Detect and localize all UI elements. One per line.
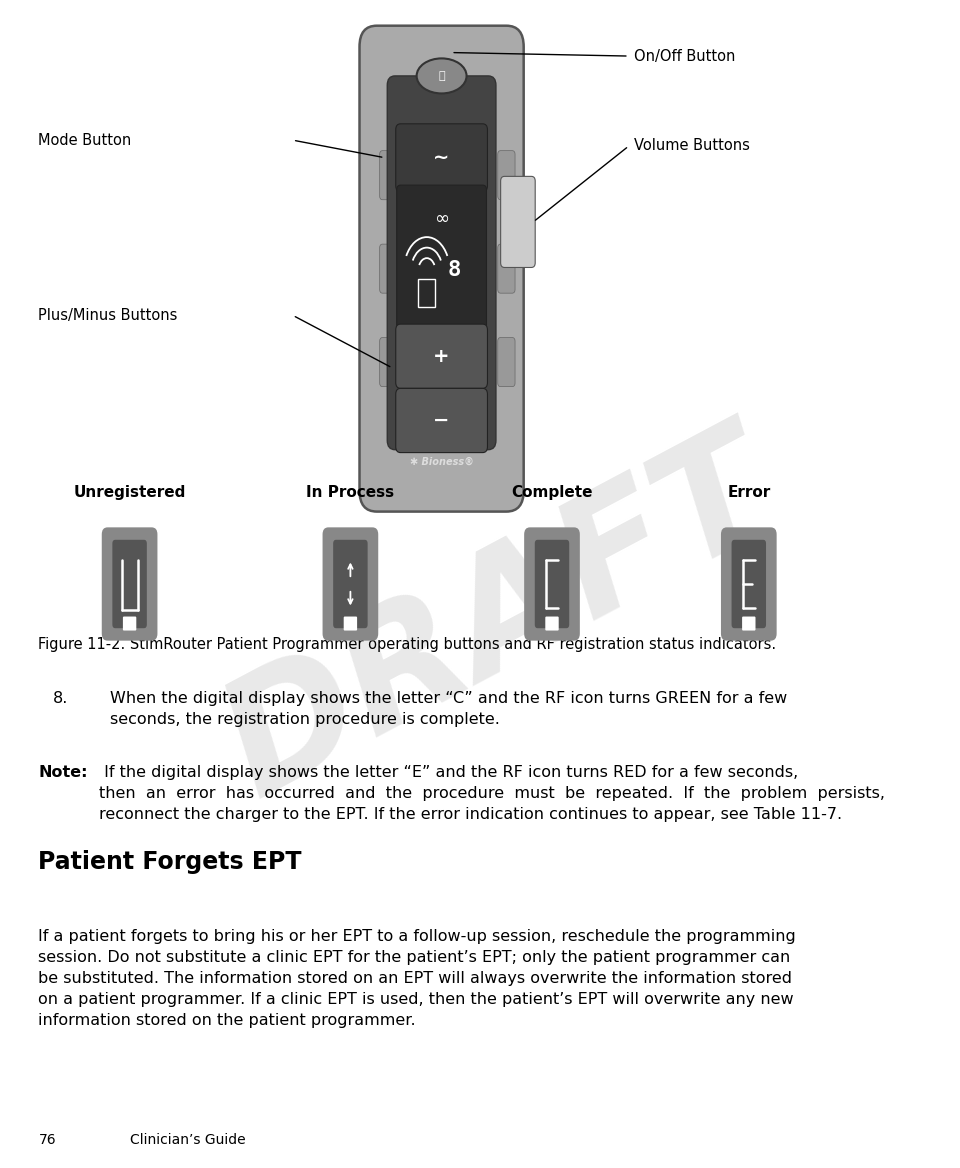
Text: Error: Error: [727, 485, 771, 500]
Text: On/Off Button: On/Off Button: [634, 49, 735, 63]
FancyBboxPatch shape: [419, 278, 436, 306]
Text: 8.: 8.: [53, 691, 68, 707]
Text: ∞: ∞: [434, 210, 449, 229]
Text: Plus/Minus Buttons: Plus/Minus Buttons: [38, 308, 178, 322]
FancyBboxPatch shape: [742, 617, 756, 631]
FancyBboxPatch shape: [545, 617, 559, 631]
FancyBboxPatch shape: [396, 388, 488, 452]
FancyBboxPatch shape: [387, 76, 496, 450]
Text: Patient Forgets EPT: Patient Forgets EPT: [38, 850, 301, 875]
Text: +: +: [433, 347, 450, 366]
Text: Unregistered: Unregistered: [73, 485, 186, 500]
FancyBboxPatch shape: [498, 338, 516, 387]
FancyBboxPatch shape: [498, 151, 516, 200]
Text: Mode Button: Mode Button: [38, 133, 132, 147]
FancyBboxPatch shape: [732, 540, 766, 628]
FancyBboxPatch shape: [396, 124, 488, 192]
Text: If the digital display shows the letter “E” and the RF icon turns RED for a few : If the digital display shows the letter …: [99, 765, 885, 822]
Text: ✱ Bioness®: ✱ Bioness®: [410, 457, 473, 466]
Text: Clinician’s Guide: Clinician’s Guide: [130, 1133, 245, 1147]
FancyBboxPatch shape: [524, 528, 580, 640]
Text: DRAFT: DRAFT: [199, 410, 800, 828]
Text: −: −: [433, 411, 450, 430]
FancyBboxPatch shape: [396, 185, 487, 329]
FancyBboxPatch shape: [112, 540, 147, 628]
Text: 8: 8: [448, 260, 462, 280]
Text: 76: 76: [38, 1133, 56, 1147]
Text: Complete: Complete: [512, 485, 592, 500]
FancyBboxPatch shape: [535, 540, 569, 628]
FancyBboxPatch shape: [380, 338, 397, 387]
FancyBboxPatch shape: [501, 176, 536, 267]
FancyBboxPatch shape: [123, 617, 136, 631]
Text: ∼: ∼: [433, 148, 450, 167]
FancyBboxPatch shape: [396, 324, 488, 388]
Text: In Process: In Process: [306, 485, 395, 500]
FancyBboxPatch shape: [102, 528, 157, 640]
Ellipse shape: [417, 58, 467, 93]
Text: When the digital display shows the letter “C” and the RF icon turns GREEN for a : When the digital display shows the lette…: [110, 691, 787, 726]
Text: Note:: Note:: [38, 765, 88, 780]
FancyBboxPatch shape: [344, 617, 357, 631]
FancyBboxPatch shape: [498, 244, 516, 293]
FancyBboxPatch shape: [359, 26, 524, 512]
FancyBboxPatch shape: [380, 151, 397, 200]
FancyBboxPatch shape: [721, 528, 777, 640]
FancyBboxPatch shape: [323, 528, 378, 640]
Text: ⏻: ⏻: [439, 71, 444, 81]
FancyBboxPatch shape: [333, 540, 368, 628]
FancyBboxPatch shape: [380, 244, 397, 293]
Text: Volume Buttons: Volume Buttons: [634, 139, 750, 153]
Text: Figure 11-2. StimRouter Patient Programmer operating buttons and RF registration: Figure 11-2. StimRouter Patient Programm…: [38, 637, 777, 652]
Text: If a patient forgets to bring his or her EPT to a follow-up session, reschedule : If a patient forgets to bring his or her…: [38, 929, 796, 1028]
